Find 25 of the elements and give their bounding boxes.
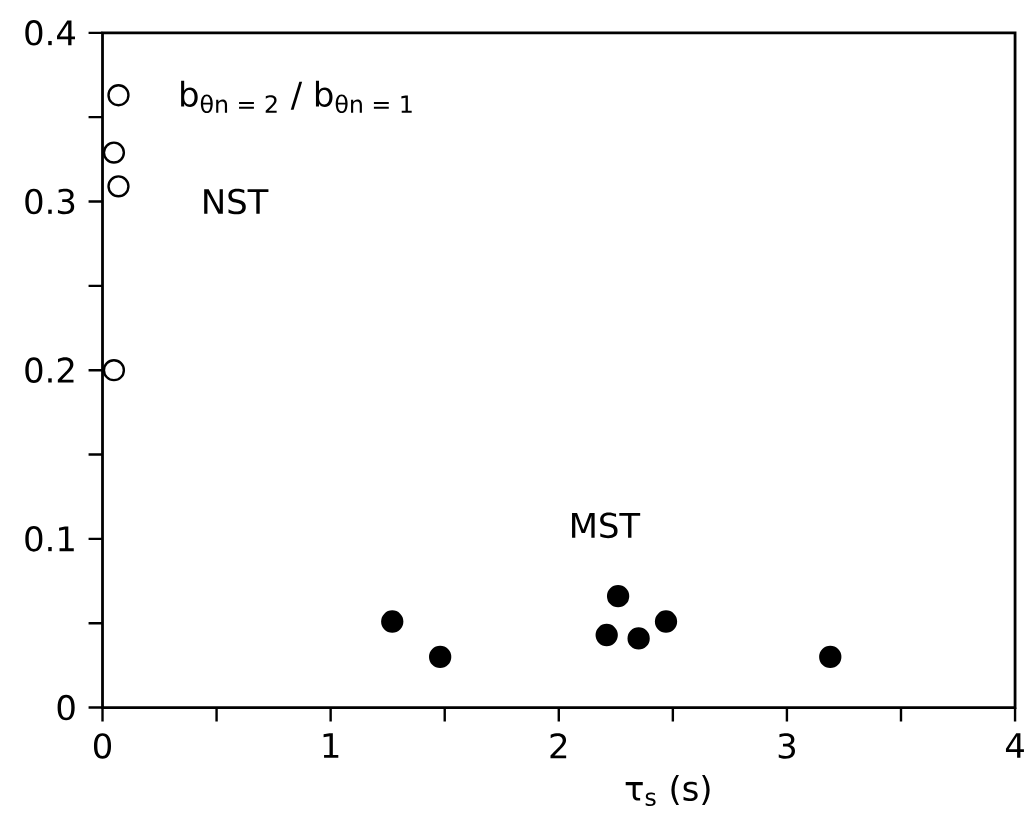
y-tick-label: 0.2 [25,357,74,383]
point [102,359,126,382]
point [107,175,130,198]
x-axis-title: τ$_{s}$ (s) [625,774,710,807]
point [627,627,650,650]
point [654,610,678,633]
x-tick-label: 4 [1005,733,1024,758]
point [102,141,126,164]
point [595,623,618,647]
y-tick-label: 0.4 [25,20,75,46]
y-tick-label: 0 [57,694,75,721]
x-tick-label: 0 [93,733,112,759]
x-tick-label: 1 [323,733,339,758]
y-tick-label: 0.3 [25,188,75,215]
point [429,645,452,669]
point [107,84,130,107]
point [381,610,404,633]
point [606,585,630,608]
annotation: b$_{θn = 2}$ / b$_{θn = 1}$ [181,80,412,114]
y-tick-label: 0.1 [25,526,74,552]
x-tick-label: 2 [550,733,567,759]
annotation: NST [204,188,269,215]
annotation: MST [572,512,641,539]
x-tick-label: 3 [778,733,795,759]
point [819,645,842,669]
